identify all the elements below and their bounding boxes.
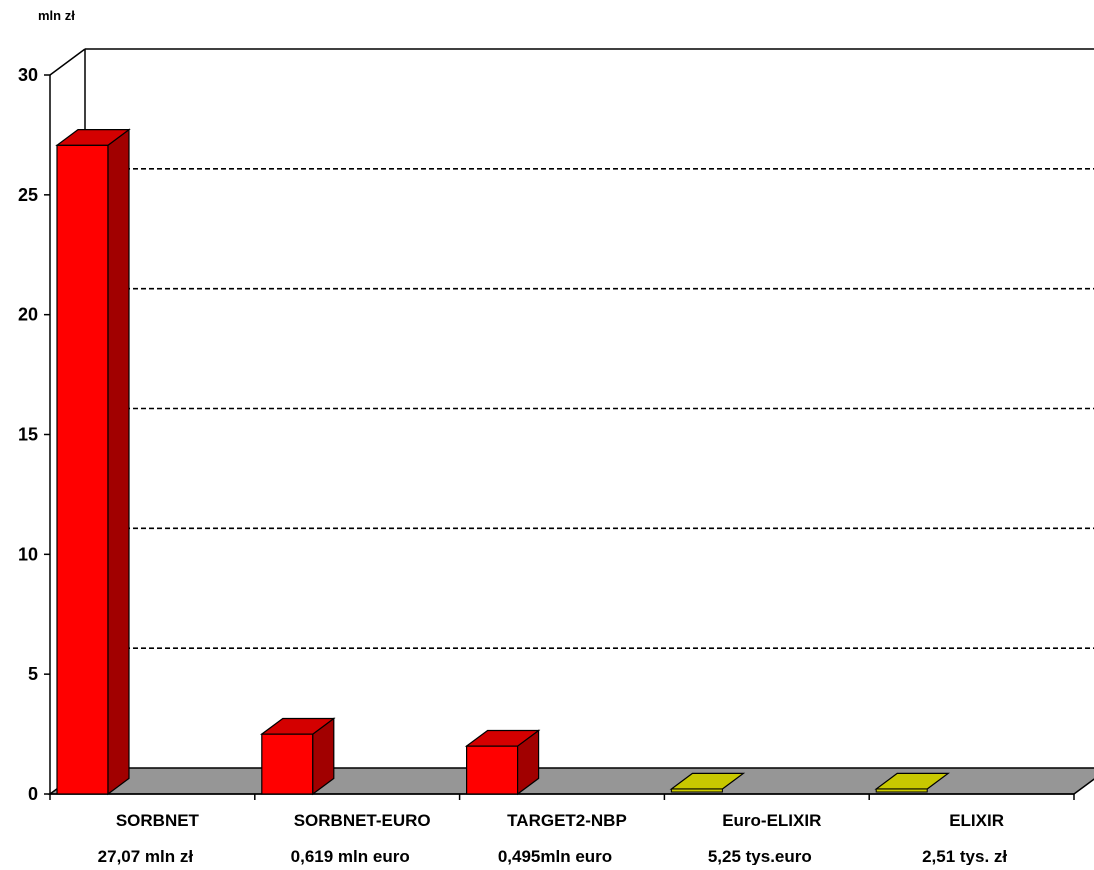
bar-top [464,729,541,747]
bar-front [670,788,723,793]
category-label: SORBNET [116,811,200,830]
y-tick-label: 15 [18,425,38,445]
y-tick-label: 10 [18,544,38,564]
bar-top [259,717,336,735]
gridlines [85,168,1094,649]
y-tick-label: 25 [18,185,38,205]
bar-side [107,128,130,796]
bar-target2-nbp [464,729,541,796]
category-label: ELIXIR [949,811,1004,830]
bars [55,128,951,796]
category-labels: SORBNET 27,07 mln zł SORBNET-EURO 0,619 mln… [98,811,1008,866]
bar-euro-elixir [669,772,746,793]
y-tick-label: 30 [18,65,38,85]
y-tick-label: 0 [28,784,38,804]
y-tick-label: 5 [28,664,38,684]
category-label: TARGET2-NBP [507,811,627,830]
bar-elixir [874,772,951,793]
bar-front [466,745,519,795]
bar-front [56,144,109,795]
category-sublabel: 0,495mln euro [498,847,612,865]
category-label: Euro-ELIXIR [722,811,821,830]
y-axis: 0 5 10 15 20 25 30 [18,65,1075,804]
y-axis-unit-label: mln zł [38,8,75,23]
y-tick-label: 20 [18,305,38,325]
bar-front [261,733,314,795]
category-sublabel: 5,25 tys.euro [708,847,812,865]
bar-sorbnet [55,128,131,796]
bar-front [875,788,928,793]
category-label: SORBNET-EURO [294,811,431,830]
category-sublabel: 0,619 mln euro [291,847,410,865]
side-wall-top-edge [49,48,86,76]
category-sublabel: 2,51 tys. zł [922,847,1007,865]
bar-top [55,129,131,146]
category-sublabel: 27,07 mln zł [98,847,194,865]
bar-sorbnet-euro [259,717,336,796]
